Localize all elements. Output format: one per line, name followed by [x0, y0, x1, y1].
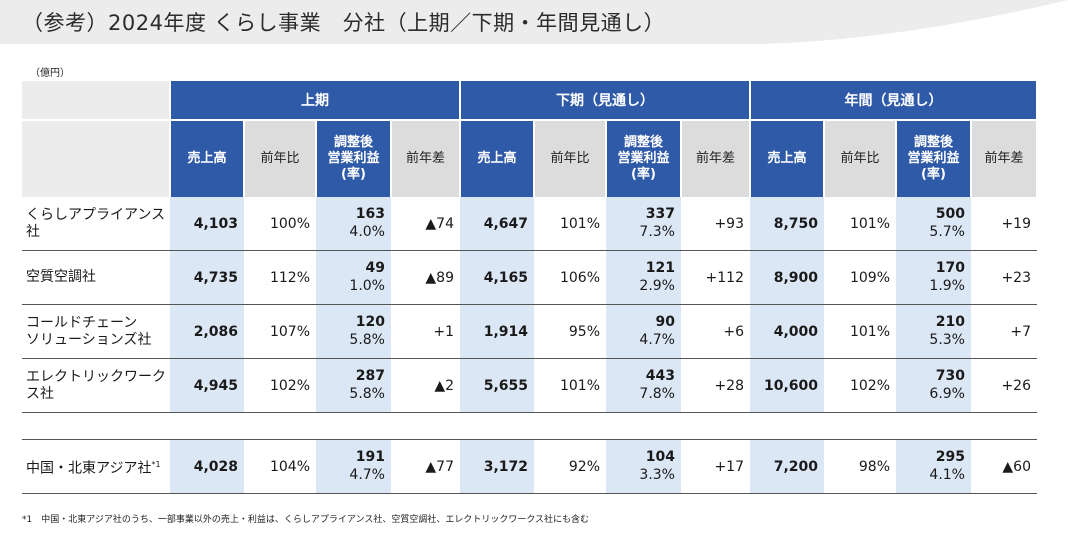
page-title: （参考）2024年度 くらし事業 分社（上期／下期・年間見通し）: [22, 11, 666, 35]
sales-cell: 10,600: [750, 358, 824, 413]
diff-cell: ▲89: [391, 250, 460, 305]
col-yoy: 前年比: [244, 119, 317, 197]
col-sales: 売上高: [750, 119, 825, 197]
period-first-half: 上期: [170, 81, 461, 120]
col-sales: 売上高: [460, 119, 535, 197]
diff-cell: +112: [681, 250, 750, 305]
performance-table: 上期 下期（見通し） 年間（見通し） 売上高 前年比 調整後 営業利益 (率) 前年…: [22, 81, 1038, 494]
yoy-cell: 98%: [824, 439, 896, 494]
sales-cell: 8,900: [750, 250, 824, 305]
yoy-cell: 95%: [534, 304, 606, 359]
col-profit: 調整後 営業利益 (率): [896, 119, 972, 197]
sales-cell: 5,655: [460, 358, 534, 413]
sales-cell: 3,172: [460, 439, 534, 494]
sales-cell: 4,028: [170, 439, 244, 494]
profit-cell: 730 6.9%: [896, 358, 971, 413]
footnote: *1 中国・北東アジア社のうち、一部事業以外の売上・利益は、くらしアプライアンス…: [22, 515, 590, 525]
sales-cell: 2,086: [170, 304, 244, 359]
period-full-year: 年間（見通し）: [750, 81, 1038, 120]
sales-cell: 4,945: [170, 358, 244, 413]
row-label: くらしアプライアンス社: [22, 197, 170, 251]
yoy-cell: 101%: [824, 304, 896, 359]
diff-cell: +93: [681, 197, 750, 251]
profit-cell: 49 1.0%: [316, 250, 391, 305]
diff-cell: +1: [391, 304, 460, 359]
row-label: エレクトリックワークス社: [22, 358, 170, 413]
table-row: コールドチェーン ソリューションズ社 2,086 107% 120 5.8% +1 …: [22, 304, 1037, 359]
profit-cell: 90 4.7%: [606, 304, 681, 359]
diff-cell: +7: [971, 304, 1037, 359]
column-header-row: 売上高 前年比 調整後 営業利益 (率) 前年差 売上高 前年比 調整後 営業利益 (率…: [22, 119, 1038, 197]
yoy-cell: 109%: [824, 250, 896, 305]
diff-cell: +17: [681, 439, 750, 494]
col-diff: 前年差: [971, 119, 1038, 197]
yoy-cell: 101%: [534, 358, 606, 413]
title-band: [0, 0, 1068, 44]
diff-cell: ▲74: [391, 197, 460, 251]
footnote-mark: *1: [151, 459, 161, 469]
unit-label: （億円）: [30, 68, 70, 79]
period-second-half: 下期（見通し）: [460, 81, 751, 120]
diff-cell: +23: [971, 250, 1037, 305]
profit-cell: 121 2.9%: [606, 250, 681, 305]
col-yoy: 前年比: [824, 119, 897, 197]
col-diff: 前年差: [391, 119, 461, 197]
yoy-cell: 107%: [244, 304, 316, 359]
profit-cell: 443 7.8%: [606, 358, 681, 413]
diff-cell: +19: [971, 197, 1037, 251]
col-diff: 前年差: [681, 119, 751, 197]
yoy-cell: 100%: [244, 197, 316, 251]
col-profit: 調整後 営業利益 (率): [606, 119, 682, 197]
diff-cell: ▲60: [971, 439, 1037, 494]
diff-cell: ▲77: [391, 439, 460, 494]
table-row: 空質空調社 4,735 112% 49 1.0% ▲89 4,165 106% 1…: [22, 250, 1037, 305]
spacer-row: [22, 412, 1037, 440]
diff-cell: +26: [971, 358, 1037, 413]
yoy-cell: 112%: [244, 250, 316, 305]
profit-cell: 337 7.3%: [606, 197, 681, 251]
sales-cell: 4,000: [750, 304, 824, 359]
yoy-cell: 92%: [534, 439, 606, 494]
period-header-row: 上期 下期（見通し） 年間（見通し）: [22, 81, 1038, 120]
table-row: 中国・北東アジア社*1 4,028 104% 191 4.7% ▲77 3,172…: [22, 439, 1037, 494]
profit-cell: 191 4.7%: [316, 439, 391, 494]
sales-cell: 7,200: [750, 439, 824, 494]
table-row: くらしアプライアンス社 4,103 100% 163 4.0% ▲74 4,647…: [22, 197, 1037, 251]
table-row: エレクトリックワークス社 4,945 102% 287 5.8% ▲2 5,655…: [22, 358, 1037, 413]
yoy-cell: 102%: [244, 358, 316, 413]
yoy-cell: 101%: [534, 197, 606, 251]
title-band-decoration: [760, 0, 1068, 44]
profit-cell: 500 5.7%: [896, 197, 971, 251]
profit-cell: 120 5.8%: [316, 304, 391, 359]
yoy-cell: 102%: [824, 358, 896, 413]
profit-cell: 170 1.9%: [896, 250, 971, 305]
profit-cell: 104 3.3%: [606, 439, 681, 494]
profit-cell: 163 4.0%: [316, 197, 391, 251]
sales-cell: 4,647: [460, 197, 534, 251]
sales-cell: 8,750: [750, 197, 824, 251]
yoy-cell: 104%: [244, 439, 316, 494]
row-label: 中国・北東アジア社*1: [22, 439, 170, 494]
col-yoy: 前年比: [534, 119, 607, 197]
profit-cell: 295 4.1%: [896, 439, 971, 494]
row-label: 空質空調社: [22, 250, 170, 305]
sales-cell: 4,735: [170, 250, 244, 305]
col-sales: 売上高: [170, 119, 245, 197]
col-profit: 調整後 営業利益 (率): [316, 119, 392, 197]
corner-cell-lower: [22, 119, 171, 197]
profit-cell: 287 5.8%: [316, 358, 391, 413]
yoy-cell: 106%: [534, 250, 606, 305]
sales-cell: 1,914: [460, 304, 534, 359]
diff-cell: +28: [681, 358, 750, 413]
corner-cell: [22, 81, 171, 120]
profit-cell: 210 5.3%: [896, 304, 971, 359]
sales-cell: 4,165: [460, 250, 534, 305]
row-label: コールドチェーン ソリューションズ社: [22, 304, 170, 359]
sales-cell: 4,103: [170, 197, 244, 251]
diff-cell: +6: [681, 304, 750, 359]
diff-cell: ▲2: [391, 358, 460, 413]
yoy-cell: 101%: [824, 197, 896, 251]
